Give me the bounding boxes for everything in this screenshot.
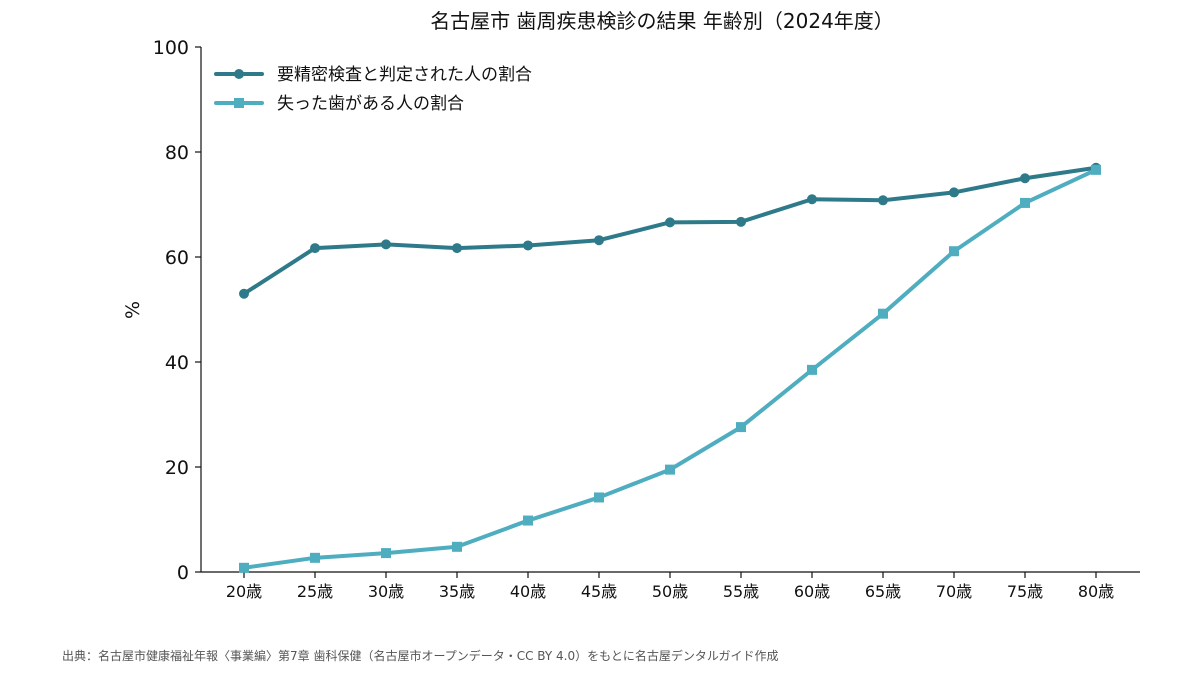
y-tick-label: 0 — [177, 562, 189, 584]
x-tick-label: 60歳 — [794, 582, 830, 601]
data-point — [949, 246, 959, 257]
y-tick-label: 40 — [165, 352, 189, 374]
legend-swatch-marker — [234, 98, 244, 108]
data-point — [1091, 164, 1101, 175]
y-axis-label: % — [122, 301, 144, 319]
chart-title: 名古屋市 歯周疾患検診の結果 年齢別（2024年度） — [430, 9, 894, 33]
data-point — [239, 562, 249, 573]
series-line — [242, 167, 1098, 570]
x-tick-label: 30歳 — [368, 582, 404, 601]
legend-swatch-marker — [234, 69, 244, 79]
data-point — [452, 541, 462, 552]
y-tick-label: 100 — [153, 37, 189, 59]
data-point — [665, 217, 675, 228]
series-2 — [239, 164, 1101, 573]
legend-label: 要精密検査と判定された人の割合 — [277, 65, 532, 85]
data-point — [594, 492, 604, 503]
legend-item-1: 要精密検査と判定された人の割合 — [214, 65, 532, 85]
data-point — [949, 187, 959, 198]
data-point — [665, 464, 675, 475]
data-point — [239, 288, 249, 299]
x-tick-label: 40歳 — [510, 582, 546, 601]
data-point — [310, 243, 320, 254]
data-point — [1020, 197, 1030, 208]
legend-label: 失った歯がある人の割合 — [277, 94, 464, 114]
series-line — [242, 165, 1098, 296]
data-point — [594, 235, 604, 246]
data-point — [878, 308, 888, 319]
legend-item-2: 失った歯がある人の割合 — [214, 94, 464, 114]
data-point — [452, 243, 462, 254]
x-tick-label: 50歳 — [652, 582, 688, 601]
x-tick-label: 25歳 — [297, 582, 333, 601]
x-tick-label: 70歳 — [936, 582, 972, 601]
y-tick-label: 80 — [165, 142, 189, 164]
y-tick-label: 60 — [165, 247, 189, 269]
data-point — [523, 240, 533, 251]
data-point — [878, 195, 888, 206]
series-1 — [239, 162, 1101, 299]
data-point — [736, 216, 746, 227]
x-tick-label: 55歳 — [723, 582, 759, 601]
x-tick-label: 80歳 — [1078, 582, 1114, 601]
data-point — [736, 422, 746, 433]
x-tick-label: 65歳 — [865, 582, 901, 601]
data-point — [523, 515, 533, 526]
x-tick-label: 20歳 — [226, 582, 262, 601]
data-point — [807, 194, 817, 205]
x-tick-label: 35歳 — [439, 582, 475, 601]
data-point — [310, 552, 320, 563]
source-note: 出典：名古屋市健康福祉年報〈事業編〉第7章 歯科保健（名古屋市オープンデータ・C… — [62, 648, 779, 663]
data-point — [381, 239, 391, 250]
data-point — [807, 364, 817, 375]
data-point — [1020, 173, 1030, 184]
series-layer — [239, 162, 1101, 573]
x-tick-label: 45歳 — [581, 582, 617, 601]
y-tick-label: 20 — [165, 457, 189, 479]
x-tick-label: 75歳 — [1007, 582, 1043, 601]
axes: 0 20 40 60 80 100 20歳 25歳 30歳 35歳 40歳 45歳 50歳 55歳 60歳 6… — [153, 37, 1140, 601]
data-point — [381, 548, 391, 559]
